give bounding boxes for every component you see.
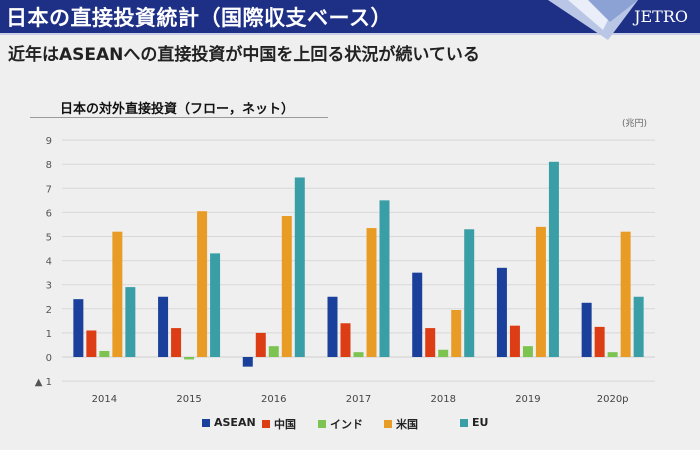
bar-インド-2020p — [607, 352, 618, 357]
bar-米国-2020p — [620, 231, 631, 357]
legend-label: 中国 — [274, 418, 296, 431]
legend-label: ASEAN — [214, 416, 256, 429]
legend-swatch — [318, 420, 326, 428]
bar-中国-2016 — [255, 332, 266, 357]
bar-EU-2017 — [379, 200, 390, 357]
legend-item: ASEAN — [202, 416, 256, 429]
bar-中国-2020p — [594, 326, 605, 357]
bar-中国-2019 — [509, 325, 520, 357]
bar-米国-2015 — [197, 211, 208, 357]
x-tick-label: 2017 — [346, 394, 371, 405]
legend-label: EU — [472, 416, 489, 429]
y-tick-label: 3 — [46, 281, 52, 292]
y-tick-label: 2 — [46, 305, 52, 316]
legend-swatch — [460, 418, 468, 427]
x-tick-label: 2014 — [92, 394, 117, 405]
legend-swatch — [202, 418, 210, 427]
y-tick-label: 0 — [46, 353, 52, 364]
logo-decoration-icon — [548, 0, 638, 40]
y-tick-label: 6 — [46, 208, 52, 219]
legend-item: インド — [318, 416, 363, 432]
bar-ASEAN-2014 — [73, 299, 84, 357]
bar-中国-2015 — [171, 328, 182, 357]
legend-item: 中国 — [262, 416, 296, 432]
chart-title: 日本の対外直接投資（フロー，ネット） — [60, 102, 295, 117]
bar-ASEAN-2020p — [581, 302, 592, 357]
y-tick-label: 9 — [46, 136, 52, 147]
legend-item: EU — [460, 416, 488, 429]
y-tick-label: 7 — [46, 184, 52, 195]
bar-インド-2015 — [184, 357, 195, 360]
unit-label: (兆円) — [622, 119, 648, 129]
bar-インド-2017 — [353, 352, 364, 357]
slide-header: 日本の直接投資統計（国際収支ベース） JETRO — [0, 0, 700, 40]
bar-ASEAN-2015 — [158, 296, 169, 357]
jetro-logo: JETRO — [634, 7, 688, 26]
bar-EU-2016 — [294, 177, 305, 357]
bar-中国-2014 — [86, 330, 97, 357]
bar-EU-2015 — [210, 253, 221, 357]
legend-item: 米国 — [384, 416, 418, 432]
y-tick-label: 8 — [46, 160, 52, 171]
bar-インド-2014 — [99, 350, 110, 357]
bar-米国-2014 — [112, 231, 123, 357]
bar-EU-2020p — [633, 296, 644, 357]
bar-米国-2019 — [535, 226, 546, 357]
bar-インド-2019 — [522, 346, 533, 357]
y-tick-label: 5 — [46, 233, 52, 244]
y-tick-label: ▲ 1 — [35, 377, 52, 388]
legend-label: 米国 — [396, 418, 418, 431]
x-tick-label: 2016 — [261, 394, 286, 405]
bar-インド-2016 — [268, 346, 279, 357]
bar-EU-2019 — [548, 161, 559, 357]
legend-swatch — [262, 420, 270, 428]
y-tick-label: 1 — [46, 329, 52, 340]
bar-米国-2016 — [281, 216, 292, 357]
bar-ASEAN-2017 — [327, 296, 338, 357]
bar-中国-2017 — [340, 323, 351, 357]
title-divider — [30, 117, 328, 118]
bar-米国-2017 — [366, 228, 377, 357]
slide-title: 日本の直接投資統計（国際収支ベース） — [6, 6, 392, 30]
bar-中国-2018 — [425, 328, 436, 357]
x-tick-label: 2018 — [430, 394, 455, 405]
bar-EU-2014 — [125, 287, 136, 357]
legend-swatch — [384, 420, 392, 428]
legend: ASEAN 中国 インド 米国 EU — [0, 416, 700, 432]
bar-ASEAN-2018 — [412, 272, 423, 357]
bar-ASEAN-2019 — [496, 267, 507, 357]
y-tick-label: 4 — [46, 257, 52, 268]
bar-EU-2018 — [464, 229, 475, 357]
x-tick-label: 2019 — [515, 394, 540, 405]
bar-ASEAN-2016 — [242, 357, 253, 367]
x-tick-label: 2015 — [176, 394, 201, 405]
x-tick-label: 2020p — [597, 394, 629, 405]
slide-subtitle: 近年はASEANへの直接投資が中国を上回る状況が続いている — [8, 45, 480, 65]
bar-インド-2018 — [438, 349, 449, 357]
bar-米国-2018 — [451, 310, 462, 357]
legend-label: インド — [330, 418, 363, 431]
